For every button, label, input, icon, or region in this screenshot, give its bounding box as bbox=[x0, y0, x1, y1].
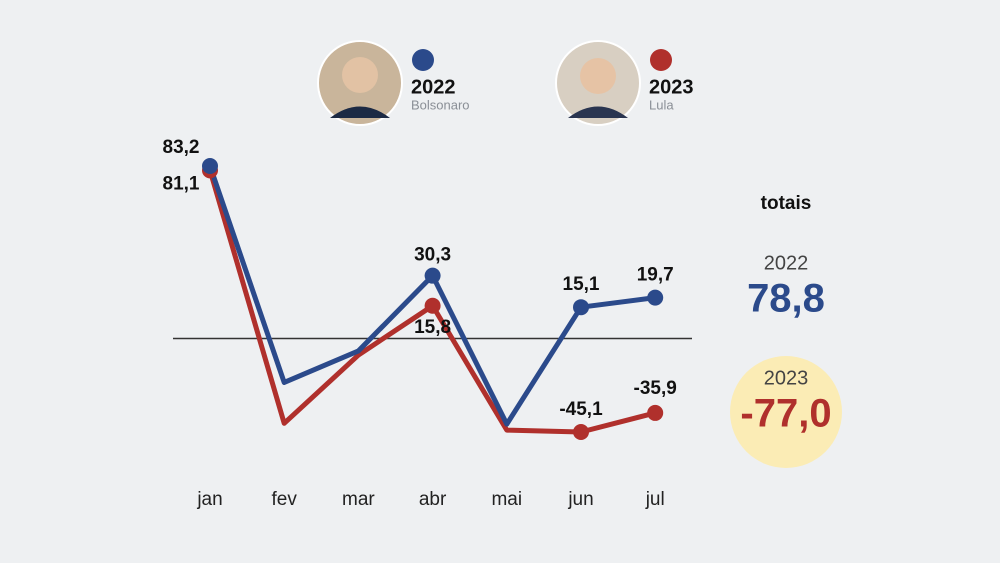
legend-dot bbox=[650, 49, 672, 71]
x-tick-label: jul bbox=[645, 489, 665, 510]
point bbox=[647, 404, 664, 421]
portrait-suit bbox=[330, 106, 390, 118]
x-tick-label: jun bbox=[567, 489, 593, 510]
legend-dot bbox=[412, 49, 434, 71]
total-label: 2023 bbox=[764, 367, 809, 389]
total-label: 2022 bbox=[764, 252, 809, 274]
point bbox=[202, 158, 218, 174]
highlight-circle bbox=[730, 356, 842, 468]
portrait-face bbox=[342, 57, 378, 93]
data-label: -45,1 bbox=[559, 399, 603, 420]
total-value: 78,8 bbox=[747, 277, 825, 321]
data-label: -35,9 bbox=[634, 378, 677, 399]
legend-label: 2023 bbox=[649, 76, 694, 98]
x-tick-label: abr bbox=[419, 489, 447, 510]
x-tick-label: fev bbox=[272, 489, 298, 510]
point bbox=[424, 267, 441, 284]
point bbox=[647, 289, 664, 306]
data-label: 81,1 bbox=[163, 173, 200, 194]
point bbox=[573, 299, 589, 316]
point bbox=[424, 297, 441, 314]
portrait-face bbox=[580, 58, 616, 94]
total-value: -77,0 bbox=[740, 392, 831, 436]
legend-label: 2022 bbox=[411, 76, 456, 98]
data-label: 15,1 bbox=[563, 274, 600, 295]
x-tick-label: mai bbox=[491, 489, 522, 510]
legend-sublabel: Lula bbox=[649, 97, 674, 112]
totals-title: totais bbox=[761, 193, 812, 214]
data-label: 30,3 bbox=[414, 245, 451, 266]
x-tick-label: jan bbox=[196, 489, 222, 510]
data-label: 19,7 bbox=[637, 265, 674, 286]
data-label: 83,2 bbox=[163, 137, 200, 158]
point bbox=[573, 424, 589, 440]
plot: jan fev mar abr mai jun jul 83,2 30,3 15,1 19,7 81,… bbox=[163, 137, 692, 510]
data-label: 15,8 bbox=[414, 317, 451, 338]
legend-sublabel: Bolsonaro bbox=[411, 97, 470, 112]
x-tick-label: mar bbox=[342, 489, 375, 510]
portrait-suit bbox=[568, 106, 628, 118]
